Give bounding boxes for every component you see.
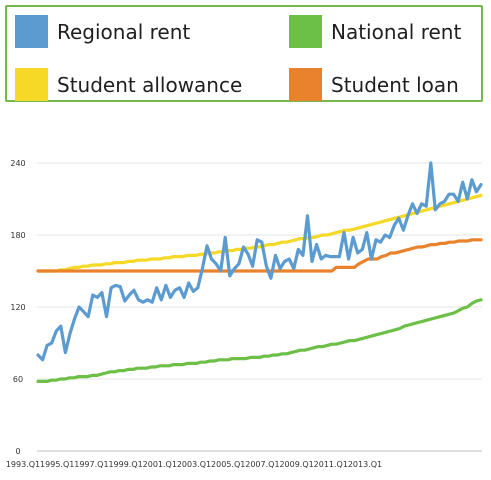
legend-label-national-rent: National rent [331,19,462,44]
rent-chart: 0 60 120 180 240 1993.Q1 1995.Q1 1997.Q1 1999.Q… [6,159,483,469]
legend-item-regional-rent: Regional rent [15,15,190,48]
legend-label-regional-rent: Regional rent [57,19,191,44]
x-axis-ticks: 1993.Q1 1995.Q1 1997.Q1 1999.Q1 2001.Q1 2003.… [6,460,382,469]
legend-label-student-loan: Student loan [331,72,459,97]
legend-swatch-regional-rent [15,15,48,48]
series-line-national-rent [36,298,483,383]
legend-item-student-loan: Student loan [289,68,459,101]
x-tick-label: 1999.Q1 [108,460,142,469]
y-tick-label: 60 [13,375,23,384]
legend-swatch-national-rent [289,15,322,48]
x-tick-label: 2005.Q1 [211,460,245,469]
x-tick-label: 2009.Q1 [279,460,313,469]
x-tick-label: 1993.Q1 [6,460,40,469]
x-tick-label: 2007.Q1 [245,460,279,469]
legend-swatch-student-loan [289,68,322,101]
y-tick-label: 180 [10,231,25,240]
x-tick-label: 2013.Q1 [348,460,382,469]
x-tick-label: 1995.Q1 [40,460,74,469]
y-tick-label: 120 [10,303,25,312]
legend-item-student-allowance: Student allowance [15,68,242,101]
y-tick-label: 240 [10,159,25,168]
x-tick-label: 1997.Q1 [74,460,108,469]
series-line-student-loan [36,238,483,273]
chart-legend: Regional rent National rent Student allo… [5,5,483,102]
y-axis-ticks: 0 60 120 180 240 [10,159,25,456]
series-line-regional-rent [36,161,483,362]
legend-label-student-allowance: Student allowance [57,72,243,97]
series-lines [36,161,483,383]
legend-item-national-rent: National rent [289,15,461,48]
legend-swatch-student-allowance [15,68,48,101]
gridlines [37,162,482,452]
y-tick-label: 0 [15,447,20,456]
x-tick-label: 2011.Q1 [314,460,348,469]
x-tick-label: 2001.Q1 [143,460,177,469]
x-tick-label: 2003.Q1 [177,460,211,469]
